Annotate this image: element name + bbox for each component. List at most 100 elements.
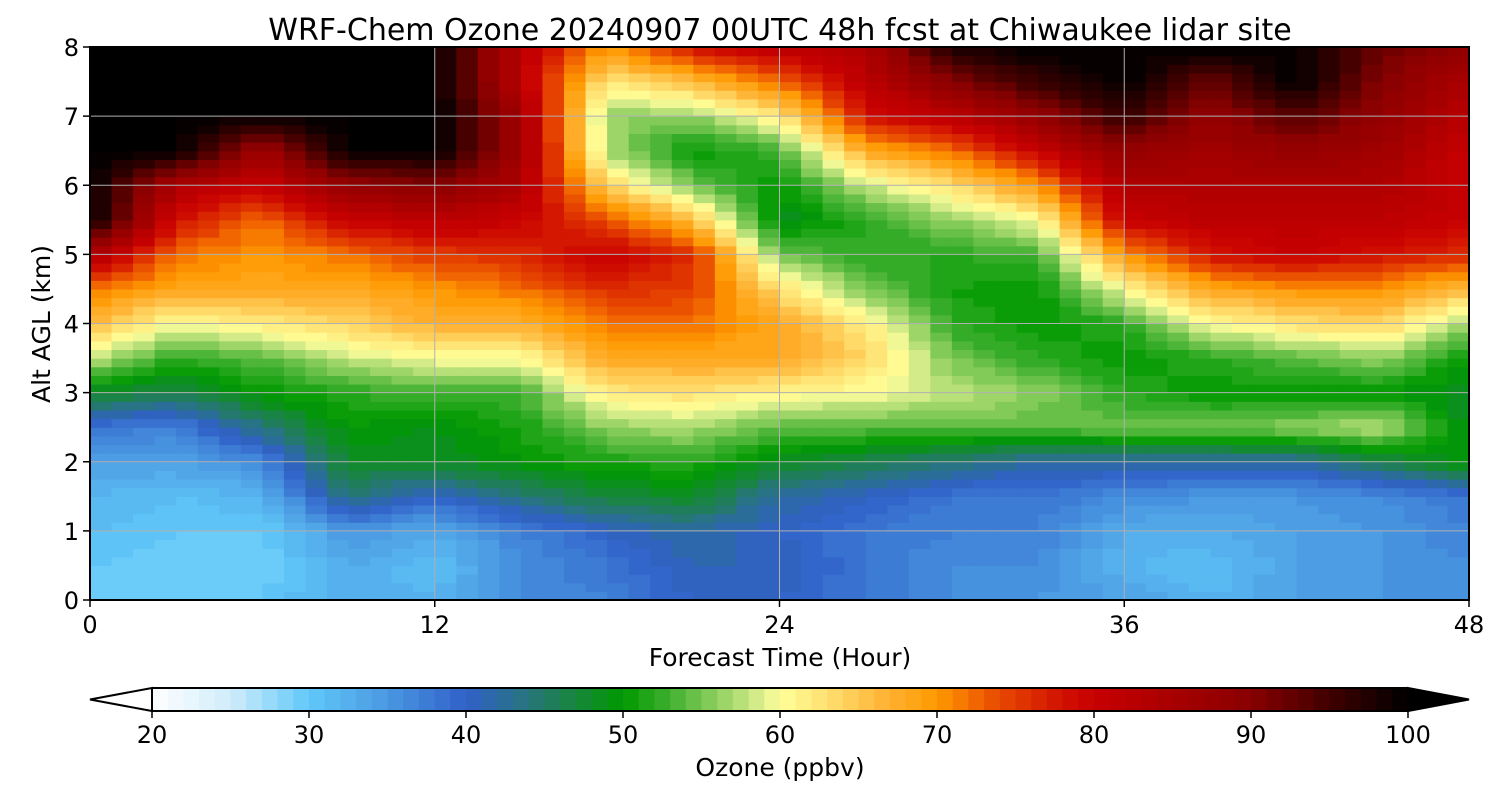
colorbar-segment — [858, 688, 875, 711]
contour-cell — [90, 548, 113, 558]
contour-cell — [1425, 306, 1449, 316]
contour-cell — [1016, 349, 1039, 359]
contour-cell — [1231, 124, 1255, 135]
contour-cell — [219, 479, 242, 489]
contour-cell — [671, 133, 694, 143]
contour-cell — [90, 90, 113, 100]
contour-cell — [1081, 176, 1104, 186]
contour-cell — [90, 461, 113, 471]
contour-cell — [693, 159, 716, 169]
contour-cell — [1339, 124, 1362, 135]
contour-cell — [1145, 383, 1168, 394]
contour-cell — [844, 185, 867, 195]
contour-cell — [1404, 591, 1427, 601]
contour-cell — [736, 72, 759, 83]
contour-cell — [1296, 565, 1319, 575]
contour-cell — [219, 254, 242, 264]
contour-cell — [305, 591, 328, 601]
contour-cell — [240, 548, 263, 558]
contour-cell — [1318, 280, 1341, 290]
contour-cell — [844, 64, 867, 74]
contour-cell — [1059, 513, 1082, 523]
contour-cell — [779, 288, 802, 299]
contour-cell — [1361, 487, 1384, 497]
contour-cell — [650, 245, 673, 255]
contour-cell — [477, 435, 500, 446]
contour-cell — [1425, 332, 1449, 342]
contour-cell — [1425, 185, 1449, 195]
contour-cell — [1253, 479, 1276, 489]
contour-cell — [305, 124, 328, 135]
contour-cell — [779, 185, 802, 195]
contour-cell — [671, 401, 694, 411]
contour-cell — [757, 306, 781, 316]
contour-cell — [801, 150, 824, 160]
contour-cell — [908, 185, 931, 195]
contour-cell — [434, 228, 457, 238]
contour-cell — [1210, 245, 1233, 255]
colorbar-segment — [356, 688, 373, 711]
contour-cell — [520, 280, 544, 290]
contour-cell — [801, 228, 824, 238]
contour-cell — [607, 237, 630, 247]
contour-cell — [133, 582, 156, 592]
contour-cell — [801, 314, 824, 325]
contour-cell — [219, 263, 242, 273]
contour-cell — [1425, 167, 1449, 178]
contour-cell — [1102, 591, 1125, 601]
contour-cell — [327, 548, 350, 558]
contour-cell — [908, 383, 931, 394]
contour-cell — [520, 427, 544, 437]
contour-cell — [327, 522, 350, 532]
contour-cell — [305, 418, 328, 428]
colorbar-segment — [999, 688, 1016, 711]
contour-cell — [1382, 349, 1405, 359]
contour-cell — [1447, 202, 1470, 212]
contour-cell — [262, 513, 285, 523]
contour-cell — [111, 254, 134, 264]
contour-cell — [714, 237, 738, 247]
contour-cell — [434, 427, 457, 437]
contour-cell — [994, 133, 1018, 143]
contour-cell — [327, 81, 350, 91]
contour-cell — [1425, 254, 1449, 264]
contour-cell — [564, 254, 587, 264]
contour-cell — [262, 574, 285, 584]
contour-cell — [219, 591, 242, 601]
contour-cell — [370, 254, 393, 264]
colorbar-segment — [371, 688, 388, 711]
contour-cell — [1382, 427, 1405, 437]
contour-cell — [90, 383, 113, 394]
contour-cell — [370, 64, 393, 74]
contour-cell — [887, 349, 910, 359]
contour-cell — [714, 107, 738, 117]
contour-cell — [1296, 340, 1319, 351]
colorbar-segment — [1094, 688, 1111, 711]
contour-cell — [1361, 142, 1384, 152]
contour-cell — [1296, 427, 1319, 437]
contour-cell — [564, 288, 587, 299]
contour-cell — [90, 332, 113, 342]
contour-cell — [154, 280, 177, 290]
contour-cell — [197, 237, 220, 247]
contour-cell — [585, 401, 608, 411]
contour-cell — [327, 288, 350, 299]
contour-cell — [542, 479, 565, 489]
contour-cell — [176, 297, 199, 307]
contour-cell — [391, 332, 414, 342]
contour-cell — [1210, 297, 1233, 307]
contour-cell — [348, 591, 371, 601]
contour-cell — [1102, 548, 1125, 558]
contour-cell — [1275, 574, 1298, 584]
contour-cell — [1275, 263, 1298, 273]
contour-cell — [434, 55, 457, 65]
contour-cell — [1253, 237, 1276, 247]
contour-cell — [370, 263, 393, 273]
contour-cell — [1231, 176, 1255, 186]
contour-cell — [822, 297, 845, 307]
contour-cell — [1124, 496, 1147, 506]
contour-cell — [1275, 288, 1298, 299]
contour-cell — [1081, 470, 1104, 480]
contour-cell — [714, 81, 738, 91]
contour-cell — [434, 504, 457, 515]
